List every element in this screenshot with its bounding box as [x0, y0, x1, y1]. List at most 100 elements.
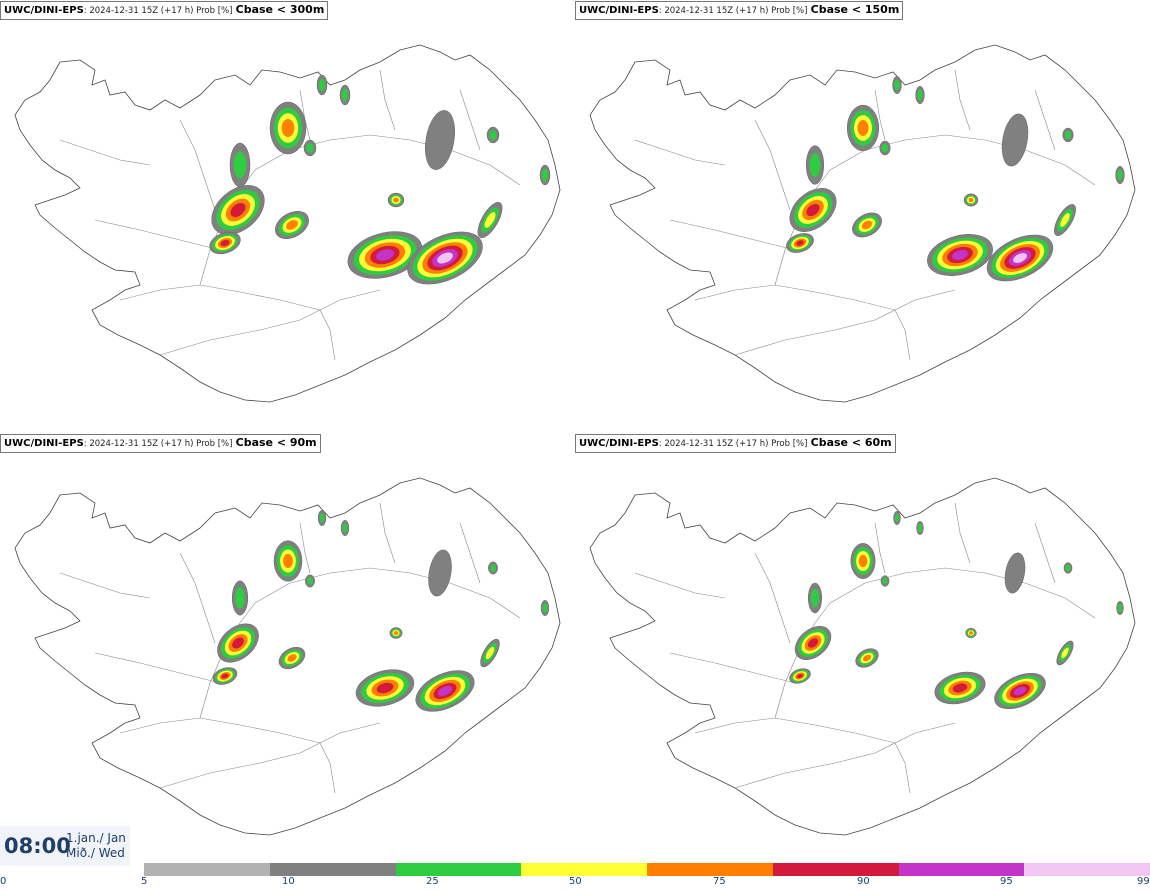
- road-line: [829, 134, 986, 171]
- iceland-map: [589, 44, 1136, 403]
- probability-area: [927, 234, 993, 276]
- valid-date: 1.jan./ Jan: [66, 831, 126, 845]
- probability-area: [217, 623, 259, 663]
- probability-area: [850, 543, 876, 579]
- probability-area: [275, 211, 309, 239]
- threshold-label: Cbase < 60m: [810, 436, 892, 449]
- valid-time: 08:00: [4, 834, 71, 858]
- panel-title: UWC/DINI-EPS: 2024-12-31 15Z (+17 h) Pro…: [0, 1, 329, 20]
- road-line: [954, 69, 971, 131]
- probability-area: [415, 670, 475, 712]
- probability-area: [407, 231, 483, 285]
- probability-area: [347, 231, 423, 279]
- probability-area: [229, 142, 251, 188]
- run-info: : 2024-12-31 15Z (+17 h) Prob [%]: [658, 6, 808, 16]
- probability-area: [355, 669, 415, 707]
- iceland-map: [14, 44, 561, 403]
- road-line: [954, 502, 971, 564]
- model-name: UWC/DINI-EPS: [579, 5, 659, 16]
- model-name: UWC/DINI-EPS: [4, 438, 84, 449]
- probability-area: [965, 627, 977, 639]
- road-line: [754, 119, 791, 211]
- probability-area: [1116, 600, 1124, 616]
- probability-area: [855, 648, 879, 668]
- legend-tick-label: 75: [713, 876, 726, 887]
- legend-tick-label: 90: [857, 876, 870, 887]
- probability-area: [789, 668, 811, 684]
- road-line: [459, 522, 481, 584]
- probability-area: [316, 74, 328, 96]
- panel-title: UWC/DINI-EPS: 2024-12-31 15Z (+17 h) Pro…: [0, 434, 321, 453]
- probability-area: [425, 110, 455, 170]
- probability-area: [477, 201, 503, 239]
- panel-title: UWC/DINI-EPS: 2024-12-31 15Z (+17 h) Pro…: [575, 434, 896, 453]
- valid-time-box: 08:00 1.jan./ Jan Mið./ Wed: [0, 826, 130, 866]
- iceland-map: [14, 477, 561, 836]
- probability-area: [317, 509, 327, 527]
- probability-area: [269, 101, 307, 155]
- run-info: : 2024-12-31 15Z (+17 h) Prob [%]: [83, 6, 233, 16]
- probability-area: [339, 84, 351, 106]
- probability-area: [786, 233, 814, 253]
- legend-tick-label: 99: [1137, 876, 1150, 887]
- probability-area: [278, 647, 306, 669]
- road-line: [874, 522, 886, 574]
- road-line: [984, 139, 1096, 186]
- road-line: [59, 139, 151, 166]
- probability-area: [1115, 165, 1125, 185]
- legend-swatch: [772, 863, 899, 876]
- probability-area: [1056, 640, 1074, 666]
- road-line: [874, 89, 886, 141]
- probability-area: [794, 626, 832, 660]
- probability-area: [789, 188, 837, 232]
- legend-swatch: [144, 863, 270, 876]
- road-line: [894, 742, 911, 794]
- panel-title: UWC/DINI-EPS: 2024-12-31 15Z (+17 h) Pro…: [575, 1, 904, 20]
- probability-area: [846, 104, 880, 152]
- probability-area: [428, 549, 452, 597]
- road-line: [984, 572, 1096, 619]
- road-line: [754, 552, 791, 644]
- threshold-label: Cbase < 300m: [235, 3, 325, 16]
- probability-area: [387, 192, 405, 208]
- legend-swatch: [395, 863, 522, 876]
- legend-tick-label: 50: [569, 876, 582, 887]
- road-line: [254, 567, 411, 604]
- model-name: UWC/DINI-EPS: [579, 438, 659, 449]
- probability-area: [880, 575, 890, 587]
- road-line: [59, 572, 151, 599]
- road-line: [254, 134, 411, 171]
- legend-swatch: [521, 863, 647, 876]
- road-line: [1034, 89, 1056, 151]
- threshold-label: Cbase < 90m: [235, 436, 317, 449]
- valid-weekday: Mið./ Wed: [66, 846, 125, 860]
- map-panel-cbase-60: UWC/DINI-EPS: 2024-12-31 15Z (+17 h) Pro…: [575, 433, 1150, 858]
- probability-area: [1001, 113, 1029, 167]
- probability-area: [389, 627, 403, 639]
- road-line: [694, 717, 896, 744]
- road-line: [319, 742, 336, 794]
- probability-area: [805, 145, 825, 185]
- road-line: [829, 567, 986, 604]
- probability-area: [1062, 127, 1074, 143]
- legend-tick-label: 95: [1000, 876, 1013, 887]
- probability-area: [1063, 562, 1073, 574]
- run-info: : 2024-12-31 15Z (+17 h) Prob [%]: [83, 439, 233, 449]
- road-line: [669, 219, 796, 251]
- road-line: [179, 552, 216, 644]
- coastline: [14, 44, 561, 403]
- probability-area: [807, 582, 823, 614]
- road-line: [379, 502, 396, 564]
- probability-legend: [144, 863, 1150, 876]
- road-line: [159, 722, 381, 789]
- legend-swatch: [1024, 863, 1150, 876]
- coastline: [589, 477, 1136, 836]
- road-line: [774, 602, 831, 719]
- road-line: [694, 284, 896, 311]
- coastline: [14, 477, 561, 836]
- road-line: [319, 309, 336, 361]
- probability-area: [934, 671, 986, 705]
- legend-tick-label: 25: [426, 876, 439, 887]
- road-line: [459, 89, 481, 151]
- road-line: [634, 139, 726, 166]
